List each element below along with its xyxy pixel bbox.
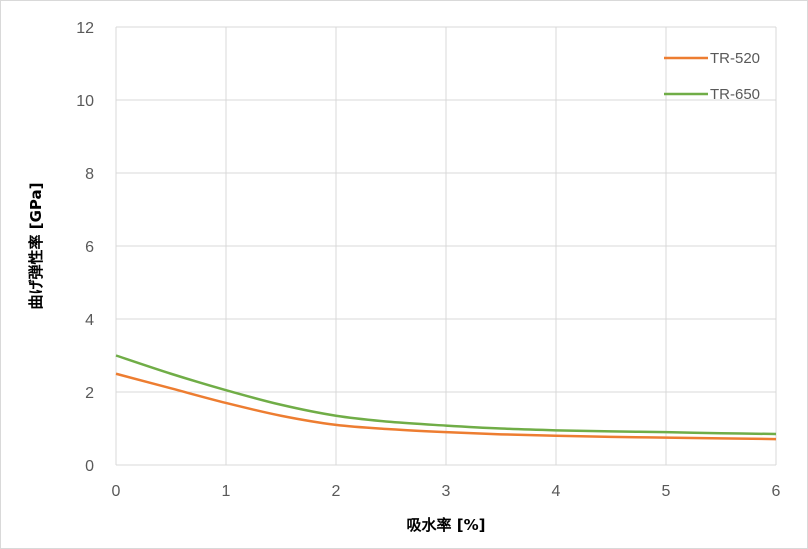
- gridlines: [115, 26, 777, 466]
- y-tick-label: 10: [76, 93, 94, 110]
- x-tick-label: 5: [662, 483, 671, 500]
- x-tick-label: 3: [442, 483, 451, 500]
- series-lines: [115, 354, 777, 441]
- series-line-tr-650: [115, 354, 777, 436]
- legend-label-tr-650: TR-650: [710, 86, 760, 103]
- legend: TR-520 TR-650: [664, 50, 760, 103]
- y-tick-label: 6: [85, 239, 94, 256]
- y-axis-title: 曲げ弾性率 [GPa]: [27, 183, 45, 310]
- y-tick-label: 12: [76, 20, 94, 37]
- y-tick-label: 0: [85, 458, 94, 475]
- legend-label-tr-520: TR-520: [710, 50, 760, 67]
- x-tick-label: 1: [222, 483, 231, 500]
- x-tick-label: 4: [552, 483, 561, 500]
- x-axis-title: 吸水率 [%]: [407, 516, 486, 534]
- y-tick-label: 2: [85, 385, 94, 402]
- x-tick-label: 2: [332, 483, 341, 500]
- series-line-tr-520: [115, 372, 777, 441]
- y-tick-label: 8: [85, 166, 94, 183]
- x-tick-label: 0: [112, 483, 121, 500]
- y-tick-label: 4: [85, 312, 94, 329]
- x-tick-label: 6: [772, 483, 781, 500]
